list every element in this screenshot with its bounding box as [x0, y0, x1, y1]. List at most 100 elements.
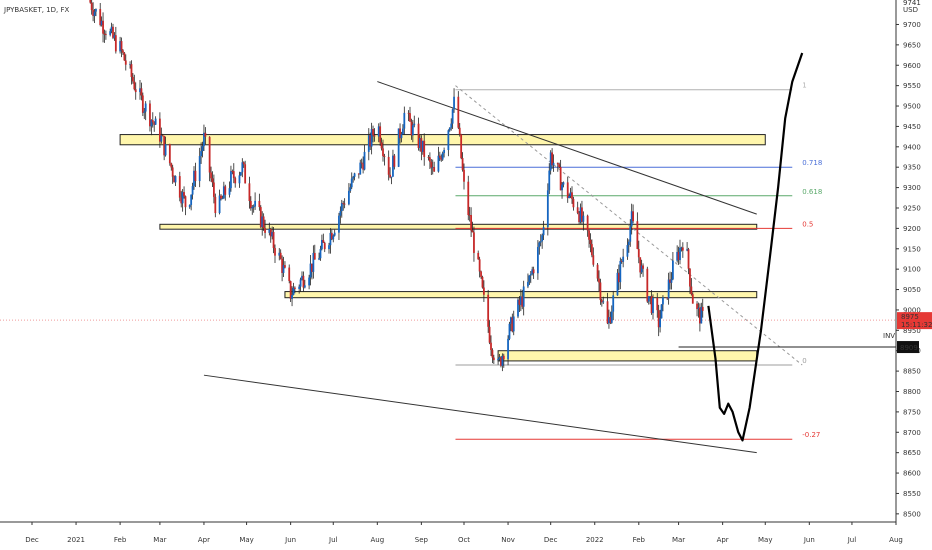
fib-label: 0.618: [802, 188, 822, 196]
candle-body: [238, 175, 241, 184]
candle-body: [163, 135, 166, 156]
y-tick-label: 8650: [903, 449, 921, 457]
candle-body: [289, 281, 292, 299]
candle-body: [669, 279, 671, 283]
time-axis[interactable]: Dec 2021 Feb Mar Apr May Jun Jul Aug Sep Oct Nov Dec…: [0, 521, 903, 544]
candle-body: [220, 195, 222, 199]
candle-body: [158, 118, 161, 142]
candle-body: [212, 182, 215, 197]
inv-price-tag: [897, 341, 919, 354]
candle-body: [322, 239, 325, 243]
chart-title: JPYBASKET, 1D, FX: [3, 6, 70, 14]
candle-body: [467, 181, 470, 216]
candle-body: [541, 235, 544, 242]
candle-body: [262, 216, 265, 229]
candle-body: [463, 169, 465, 182]
candle-body: [349, 187, 352, 191]
candle-body: [612, 295, 615, 312]
candle-body: [230, 171, 232, 189]
candle-body: [309, 263, 312, 278]
candle-body: [122, 50, 124, 53]
candle-body: [610, 311, 613, 323]
candle-body: [409, 113, 411, 122]
candle-body: [329, 232, 332, 246]
price-axis[interactable]: 8500855086008650870087508800885089008950…: [895, 0, 921, 522]
x-tick-label: Sep: [415, 536, 429, 544]
candle-body: [281, 258, 284, 273]
candle-body: [700, 306, 703, 324]
candle-body: [102, 20, 104, 34]
last-price-value: 8975: [901, 313, 919, 321]
candle-body: [652, 297, 654, 314]
candle-body: [681, 247, 684, 251]
candle-body: [379, 126, 382, 143]
candle-body: [500, 357, 502, 366]
candle-body: [188, 204, 191, 208]
candle-body: [380, 142, 383, 149]
candle-body: [532, 269, 535, 274]
candle-body: [528, 275, 531, 282]
candle-body: [390, 176, 393, 178]
x-tick-label: Oct: [458, 536, 470, 544]
candle-body: [168, 144, 171, 164]
x-tick-label: May: [239, 536, 253, 544]
candle-body: [647, 296, 650, 302]
candle-body: [372, 129, 374, 136]
zone-box: [497, 350, 758, 362]
candle-body: [214, 196, 217, 214]
candle-body: [690, 286, 693, 295]
candle-body: [608, 317, 610, 324]
candle-body: [419, 138, 421, 148]
candle-body: [268, 228, 271, 233]
candle-body: [251, 207, 254, 209]
candle-body: [492, 357, 495, 361]
candle-body: [160, 135, 163, 142]
candle-body: [113, 35, 116, 38]
candle-body: [627, 241, 630, 246]
candle-body: [636, 221, 639, 250]
candle-body: [488, 326, 491, 343]
candle-body: [241, 162, 244, 173]
candle-body: [292, 287, 295, 295]
candle-body: [697, 307, 700, 310]
trendline: [377, 81, 757, 215]
candle-body: [373, 135, 376, 137]
candle-body: [559, 167, 562, 191]
y-tick-label: 8500: [903, 510, 921, 518]
candle-body: [522, 286, 525, 307]
candle-body: [180, 197, 183, 204]
x-tick-label: 2022: [586, 536, 604, 544]
candle-body: [629, 226, 632, 242]
candle-body: [143, 111, 146, 113]
y-tick-label: 9250: [903, 204, 921, 212]
support-resistance-zones: [119, 134, 766, 362]
candle-body: [600, 300, 603, 303]
y-tick-label: 9100: [903, 266, 921, 274]
candle-body: [443, 150, 446, 154]
candle-body: [340, 203, 343, 212]
candle-body: [141, 95, 144, 113]
candle-body: [642, 265, 644, 269]
candle-body: [656, 297, 659, 311]
candle-body: [293, 287, 296, 289]
candle-body: [630, 211, 633, 227]
candle-body: [342, 203, 345, 204]
x-tick-label: Nov: [501, 536, 515, 544]
x-tick-label: Mar: [672, 536, 685, 544]
y-tick-label: 8950: [903, 327, 921, 335]
candle-body: [423, 140, 426, 157]
last-price-tag: [897, 312, 932, 330]
candle-body: [353, 173, 356, 177]
y-tick-label: 9400: [903, 143, 921, 151]
candle-body: [590, 244, 593, 256]
candle-body: [657, 310, 660, 328]
candle-body: [129, 64, 131, 65]
candle-body: [588, 230, 590, 240]
candle-body: [252, 206, 255, 208]
last-price-countdown: 15:11:32: [901, 321, 932, 329]
candle-body: [622, 256, 625, 262]
candle-body: [343, 203, 346, 205]
candle-body: [204, 132, 207, 137]
candle-body: [400, 134, 403, 139]
